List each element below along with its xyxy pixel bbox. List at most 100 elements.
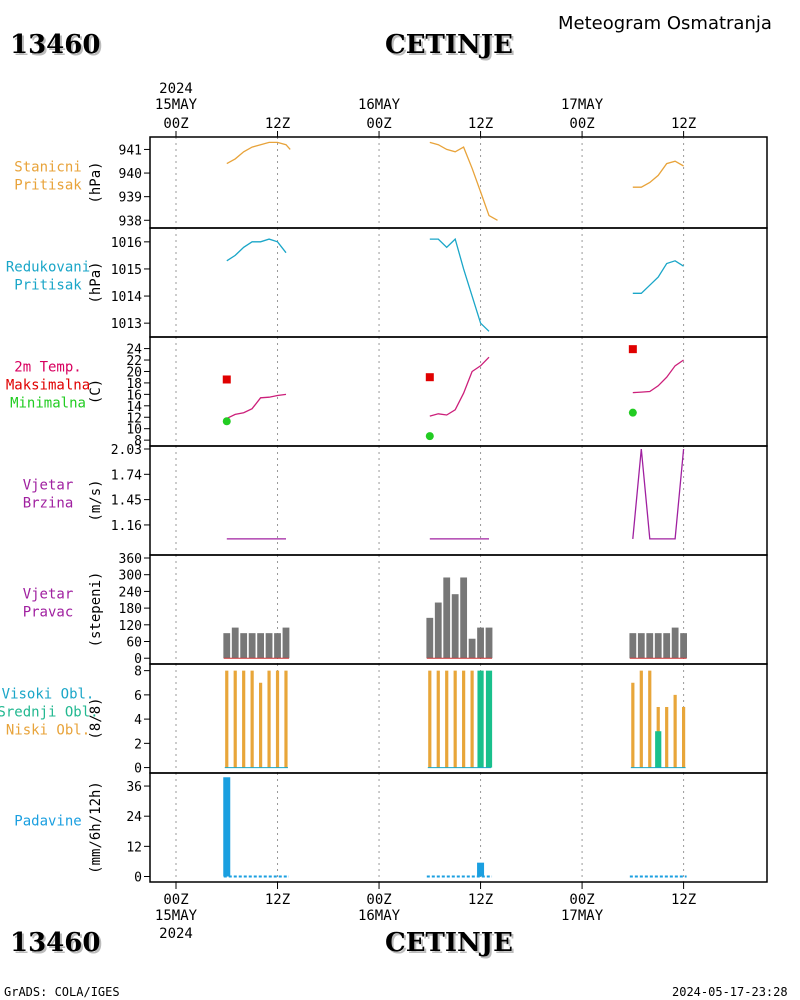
y-tick-label: 1016 [111, 236, 142, 251]
time-label-top: 15MAY [155, 97, 198, 113]
y-tick-label: 0 [134, 652, 142, 667]
wind-dir-bar [460, 577, 468, 659]
wind-dir-bar [434, 602, 442, 659]
wind-dir-bar [231, 627, 239, 659]
y-tick-label: 120 [119, 619, 142, 634]
max-temp-marker [628, 345, 637, 354]
panel-label: Minimalna [10, 396, 86, 412]
panel-label: Pritisak [14, 278, 82, 294]
y-tick-label: 14 [126, 400, 142, 415]
y-tick-label: 0 [134, 762, 142, 777]
wind-dir-bar [654, 633, 662, 659]
y-axis-label: (hPa) [88, 161, 104, 203]
panel-label: Srednji Obl. [0, 705, 99, 721]
y-tick-label: 24 [126, 343, 142, 358]
cloud-bar [428, 670, 432, 768]
wind-dir-bar [451, 594, 459, 659]
time-label-top: 12Z [468, 116, 493, 132]
cloud-bar [233, 670, 237, 768]
min-temp-marker [425, 432, 434, 441]
panel-label: Brzina [23, 496, 74, 512]
time-label-bottom: 00Z [569, 892, 594, 908]
y-tick-label: 1.74 [111, 468, 142, 483]
cloud-bar [648, 670, 652, 768]
y-tick-label: 360 [119, 552, 142, 567]
cloud-bar [267, 670, 271, 768]
series-line [429, 356, 490, 417]
time-label-bottom: 16MAY [358, 908, 401, 924]
time-label-top: 12Z [265, 116, 290, 132]
y-axis-label: (8/8) [88, 697, 104, 739]
wind-dir-bar [680, 633, 687, 659]
panel-label: Maksimalna [6, 378, 90, 394]
max-temp-marker [425, 373, 434, 382]
panel-label: Pritisak [14, 178, 82, 194]
station-id-bottom: 13460 [10, 928, 101, 958]
panel-label: Visoki Obl. [2, 687, 95, 703]
cloud-bar [445, 670, 449, 768]
time-label-bottom: 15MAY [155, 908, 198, 924]
footer-credit: GrADS: COLA/IGES [4, 985, 120, 999]
y-tick-label: 1014 [111, 290, 142, 305]
y-tick-label: 240 [119, 585, 142, 600]
wind-dir-bar [671, 627, 679, 659]
y-tick-label: 4 [134, 713, 142, 728]
panel-frame [149, 772, 768, 883]
panel-label: Pravac [23, 605, 74, 621]
wind-dir-bar [265, 633, 273, 659]
y-tick-label: 1013 [111, 317, 142, 332]
wind-dir-bar [282, 627, 290, 659]
series-line [226, 238, 287, 262]
series-line [632, 160, 684, 188]
y-tick-label: 940 [119, 167, 142, 182]
y-tick-label: 1.16 [111, 519, 142, 534]
cloud-bar [470, 670, 474, 768]
y-tick-label: 24 [126, 810, 142, 825]
time-label-top: 17MAY [561, 97, 604, 113]
y-tick-label: 36 [126, 780, 142, 795]
footer-timestamp: 2024-05-17-23:28 [672, 985, 788, 999]
y-tick-label: 60 [126, 636, 142, 651]
wind-dir-bar [485, 627, 493, 659]
max-temp-marker [222, 375, 231, 384]
station-id-top: 13460 [10, 30, 101, 60]
y-tick-label: 1.45 [111, 494, 142, 509]
panel-label: 2m Temp. [14, 360, 81, 376]
y-tick-label: 12 [126, 411, 142, 426]
cloud-bar [275, 670, 280, 768]
cloud-bar [682, 706, 686, 768]
wind-dir-bar [223, 633, 231, 659]
cloud-bar [225, 670, 229, 768]
y-tick-label: 6 [134, 689, 142, 704]
cloud-bar [462, 670, 466, 768]
y-tick-label: 941 [119, 143, 142, 158]
time-label-top: 16MAY [358, 97, 401, 113]
time-label-top: 12Z [671, 116, 696, 132]
wind-dir-bar [637, 633, 645, 659]
y-tick-label: 938 [119, 214, 142, 229]
wind-dir-bar [257, 633, 264, 659]
series-line [632, 359, 684, 394]
cloud-bar [284, 670, 288, 768]
y-tick-label: 180 [119, 602, 142, 617]
cloud-bar [639, 670, 643, 768]
wind-dir-bar [248, 633, 256, 659]
y-tick-label: 8 [134, 665, 142, 680]
station-name-top: CETINJE [385, 30, 513, 60]
time-label-bottom: 17MAY [561, 908, 604, 924]
series-line [226, 141, 291, 165]
min-temp-marker [222, 417, 231, 426]
y-tick-label: 939 [119, 191, 142, 206]
panel-label: Padavine [14, 814, 81, 830]
series-line [632, 448, 685, 540]
wind-dir-bar [663, 633, 671, 659]
cloud-bar [665, 706, 669, 768]
cloud-bar [631, 682, 635, 768]
y-tick-label: 22 [126, 354, 142, 369]
time-label-bottom: 00Z [366, 892, 391, 908]
station-name-bottom: CETINJE [385, 928, 513, 958]
cloud-bar [259, 682, 263, 768]
panel-label: Stanicni [14, 160, 81, 176]
time-label-bottom: 00Z [163, 892, 188, 908]
